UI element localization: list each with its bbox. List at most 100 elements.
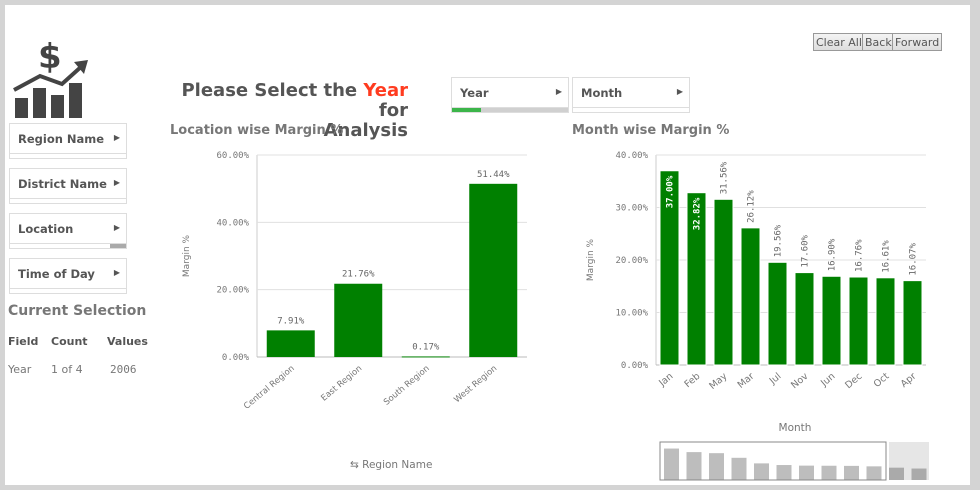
clear-all-button[interactable]: Clear All [813,33,865,51]
minimap-bar [709,453,724,480]
data-label: 0.17% [412,342,440,352]
data-label: 37.00% [666,175,676,208]
x-tick-label: East Region [319,364,364,404]
x-axis-title: Month [779,422,812,434]
header-values: Values [107,335,148,348]
forward-button[interactable]: Forward [892,33,943,51]
x-tick-label: Nov [789,371,811,392]
bar [469,183,518,357]
dimension-selector[interactable]: ⇆ Region Name [350,459,432,471]
bar [713,198,734,366]
bar [659,170,680,366]
expand-arrow-icon: ▶ [113,178,120,187]
expand-arrow-icon: ▶ [113,133,120,142]
minimap-bar [889,467,904,480]
row-field: Year [8,363,32,376]
title-text: Please Select the [181,80,364,101]
dollar-growth-chart-icon: $ [13,38,88,118]
y-tick-label: 40.00% [216,218,249,228]
y-tick-label: 0.00% [222,353,250,363]
dimension-swap-icon: ⇆ [350,459,363,471]
filter-label: Location [18,222,74,236]
x-tick-label: Feb [682,371,702,390]
month-chart-title: Month wise Margin % [572,123,730,138]
filter-month[interactable]: Month ▶ [572,77,690,113]
data-label: 19.56% [774,224,784,257]
selection-bar [9,154,127,159]
filter-label: Region Name [18,132,105,146]
minimap-bar [776,465,792,480]
x-tick-label: Central Region [242,364,296,412]
title-text: for [378,100,408,121]
current-selection-title: Current Selection [8,303,147,319]
svg-text:$: $ [38,38,62,77]
x-tick-label: West Region [452,364,499,406]
row-count: 1 of 4 [51,363,83,376]
bar [794,272,815,366]
location-margin-chart: 0.00% 20.00% 40.00% 60.00% Margin % 7.91% Cent… [182,151,929,481]
header-count: Count [51,335,88,348]
minimap-bar [866,466,882,480]
filter-location[interactable]: Location ▶ [9,213,127,249]
data-label: 26.12% [747,190,757,223]
x-tick-label: South Region [382,364,432,408]
x-tick-label: Jul [767,371,784,387]
bar [266,330,315,357]
bar [767,261,788,366]
filter-region-name[interactable]: Region Name ▶ [9,123,127,159]
bar [740,227,761,366]
x-tick-label: Dec [843,371,864,391]
x-axis-title: Region Name [362,459,433,471]
x-tick-label: Mar [736,371,757,391]
data-label: 16.61% [882,240,892,273]
y-tick-label: 20.00% [216,286,249,296]
minimap-bar [664,448,679,480]
filter-year[interactable]: Year ▶ [451,77,569,113]
selection-bar [9,199,127,204]
data-label: 31.56% [720,161,730,194]
filter-district-name[interactable]: District Name ▶ [9,168,127,204]
filter-label: District Name [18,177,107,191]
x-tick-label: Oct [872,371,892,390]
y-tick-label: 10.00% [615,309,648,319]
y-tick-label: 0.00% [621,361,649,371]
y-axis-title: Margin % [586,238,596,281]
selection-bar [9,289,127,294]
minimap-bar [844,465,859,480]
y-tick-label: 20.00% [615,256,648,266]
data-label: 32.82% [693,197,703,230]
minimap-bar [821,465,837,480]
minimap-bar [799,465,814,480]
expand-arrow-icon: ▶ [113,223,120,232]
data-label: 7.91% [277,316,305,326]
filter-time-of-day[interactable]: Time of Day ▶ [9,258,127,294]
selection-bar [572,108,690,113]
title-highlight: Year [363,80,408,101]
selection-bar [451,108,569,113]
y-tick-label: 40.00% [615,151,648,161]
minimap-bar [731,457,747,480]
x-tick-label: May [707,371,729,392]
bar [821,275,842,366]
bar [875,277,896,366]
y-tick-label: 60.00% [216,151,249,161]
minimap-bar [911,468,927,480]
page-title: Please Select the Year for Analysis [160,81,408,141]
minimap-bar [686,452,702,480]
x-tick-label: Apr [899,371,919,390]
expand-arrow-icon: ▶ [555,87,562,96]
x-tick-label: Jun [818,371,837,390]
expand-arrow-icon: ▶ [676,87,683,96]
data-label: 16.76% [855,239,865,272]
minimap-scroll-window[interactable] [659,441,887,481]
expand-arrow-icon: ▶ [113,268,120,277]
bar [686,192,707,366]
data-label: 21.76% [342,270,375,280]
minimap-bar [754,463,769,480]
y-axis-title: Margin % [182,234,192,277]
filter-label: Month [581,86,623,100]
row-values: 2006 [110,363,137,376]
bar [902,280,923,366]
bar [848,276,869,366]
bar [334,283,383,357]
